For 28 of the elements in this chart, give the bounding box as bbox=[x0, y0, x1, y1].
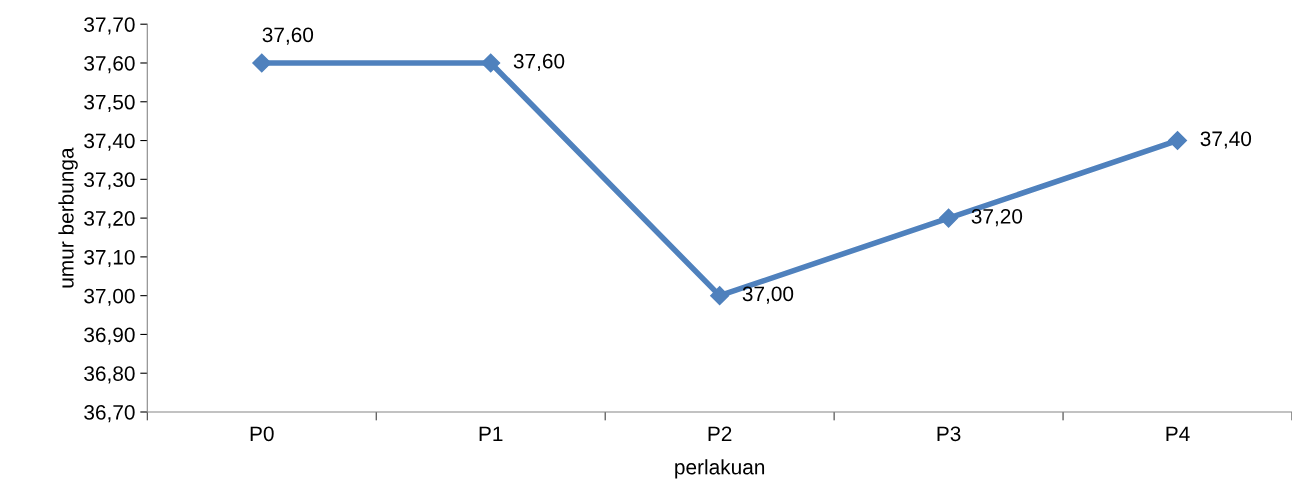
x-tick-label: P1 bbox=[479, 426, 503, 441]
data-label: 37,60 bbox=[262, 27, 314, 45]
x-tick-label: P0 bbox=[250, 426, 274, 442]
data-label: 37,40 bbox=[1200, 131, 1252, 149]
x-tick-label: P3 bbox=[937, 426, 961, 442]
y-tick-label: 37,00 bbox=[84, 288, 135, 306]
point bbox=[252, 53, 272, 73]
y-axis-title: umur berbunga bbox=[58, 147, 78, 288]
point bbox=[481, 53, 501, 73]
y-tick-label: 37,60 bbox=[84, 55, 135, 74]
x-tick-label: P4 bbox=[1166, 426, 1190, 441]
x-axis-title: perlakuan bbox=[675, 459, 765, 479]
y-tick-label: 37,70 bbox=[84, 17, 135, 35]
y-tick-label: 36,80 bbox=[84, 366, 135, 384]
data-label: 37,60 bbox=[513, 53, 565, 72]
point bbox=[1167, 131, 1188, 151]
data-label: 37,20 bbox=[971, 208, 1023, 227]
y-tick-label: 37,40 bbox=[84, 133, 135, 151]
x-tick-label: P2 bbox=[708, 426, 732, 441]
y-tick-label: 37,10 bbox=[84, 249, 135, 268]
y-tick-label: 37,30 bbox=[84, 172, 135, 190]
y-tick-label: 36,90 bbox=[84, 327, 135, 345]
point bbox=[710, 286, 730, 306]
point bbox=[939, 208, 959, 228]
y-tick-label: 37,20 bbox=[84, 211, 135, 229]
data-label: 37,00 bbox=[742, 286, 794, 304]
y-tick-label: 37,50 bbox=[84, 94, 135, 112]
y-tick-label: 36,70 bbox=[84, 405, 135, 423]
